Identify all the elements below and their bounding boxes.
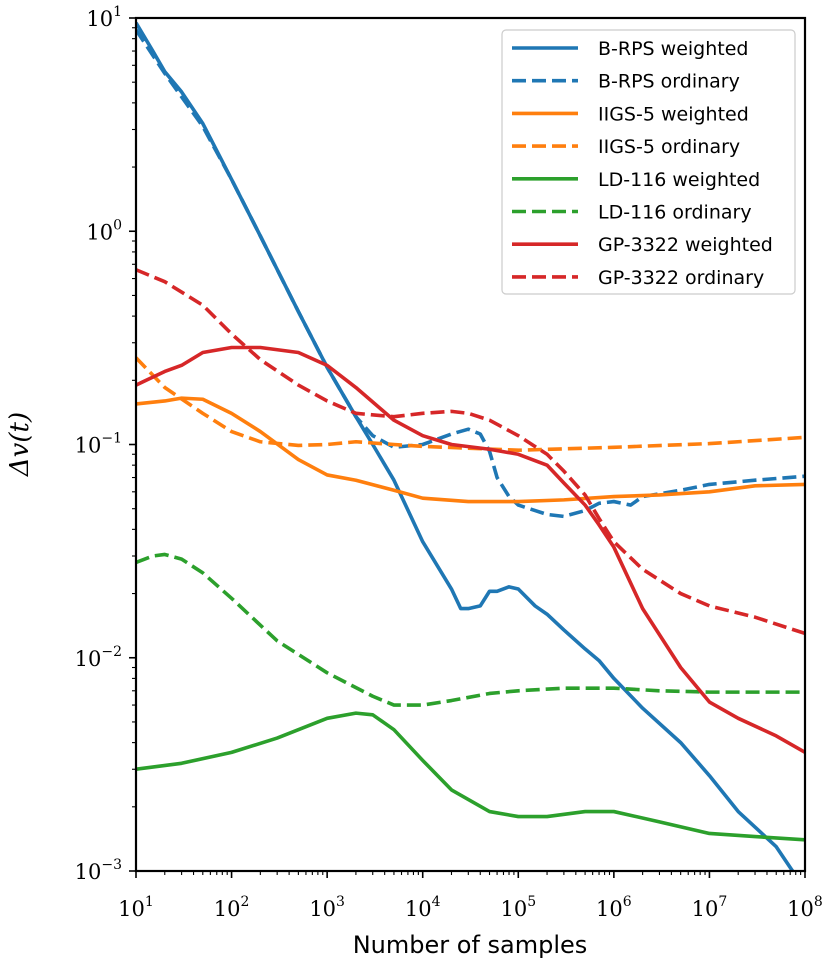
- series-line-2: [136, 396, 805, 504]
- x-tick-label-5: 106: [596, 894, 632, 921]
- x-tick-label-3: 104: [405, 894, 441, 921]
- y-axis-label: Δv(t): [5, 412, 35, 477]
- legend-label-4: LD-116 weighted: [598, 169, 760, 191]
- series-line-3: [136, 356, 805, 453]
- x-axis: 101 102 103 104 105 106 107 108: [118, 871, 823, 921]
- y-tick-label-2: 10−1: [75, 431, 122, 458]
- x-tick-label-4: 105: [500, 894, 536, 921]
- legend-label-3: IIGS-5 ordinary: [598, 136, 740, 158]
- y-tick-label-1: 10−2: [75, 644, 122, 671]
- y-axis: 10−3 10−2 10−1 100 101: [75, 4, 136, 884]
- y-tick-label-4: 101: [86, 4, 122, 31]
- legend-label-6: GP-3322 weighted: [598, 234, 773, 256]
- x-tick-label-0: 101: [118, 894, 154, 921]
- legend-label-2: IIGS-5 weighted: [598, 103, 749, 125]
- series-line-6: [136, 345, 805, 754]
- legend: B-RPS weighted B-RPS ordinary IIGS-5 weigh…: [501, 29, 796, 295]
- legend-label-1: B-RPS ordinary: [598, 71, 740, 93]
- legend-label-7: GP-3322 ordinary: [598, 267, 764, 289]
- y-tick-label-3: 100: [86, 217, 122, 244]
- y-tick-label-0: 10−3: [75, 857, 122, 884]
- legend-label-0: B-RPS weighted: [598, 38, 748, 60]
- x-tick-label-6: 107: [692, 894, 728, 921]
- x-tick-label-2: 103: [309, 894, 345, 921]
- series-layer: [136, 21, 805, 871]
- legend-box: [501, 29, 796, 295]
- x-tick-label-1: 102: [214, 894, 250, 921]
- series-line-7: [136, 268, 805, 636]
- legend-label-5: LD-116 ordinary: [598, 202, 752, 224]
- series-line-0: [136, 21, 795, 871]
- series-line-4: [136, 711, 805, 842]
- x-tick-label-7: 108: [787, 894, 823, 921]
- series-line-1: [136, 28, 805, 519]
- x-axis-label: Number of samples: [353, 931, 588, 959]
- series-line-5: [136, 552, 805, 707]
